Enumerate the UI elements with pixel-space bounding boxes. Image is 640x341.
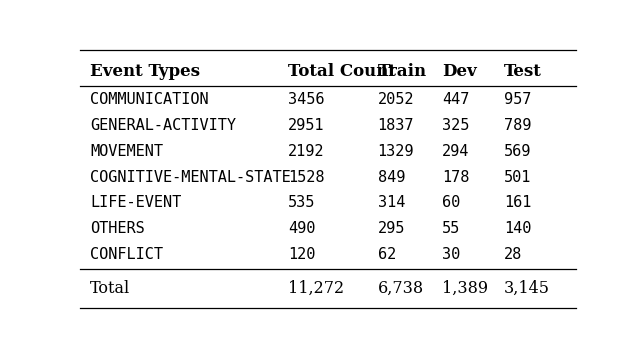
Text: 1528: 1528 bbox=[288, 170, 325, 185]
Text: 1,389: 1,389 bbox=[442, 280, 488, 297]
Text: 1329: 1329 bbox=[378, 144, 414, 159]
Text: 957: 957 bbox=[504, 92, 531, 107]
Text: 28: 28 bbox=[504, 247, 522, 262]
Text: 1837: 1837 bbox=[378, 118, 414, 133]
Text: 447: 447 bbox=[442, 92, 470, 107]
Text: Total Count: Total Count bbox=[288, 63, 396, 79]
Text: 55: 55 bbox=[442, 221, 460, 236]
Text: COGNITIVE-MENTAL-STATE: COGNITIVE-MENTAL-STATE bbox=[90, 170, 291, 185]
Text: 11,272: 11,272 bbox=[288, 280, 344, 297]
Text: 294: 294 bbox=[442, 144, 470, 159]
Text: 295: 295 bbox=[378, 221, 405, 236]
Text: 501: 501 bbox=[504, 170, 531, 185]
Text: Event Types: Event Types bbox=[90, 63, 200, 79]
Text: Test: Test bbox=[504, 63, 542, 79]
Text: CONFLICT: CONFLICT bbox=[90, 247, 163, 262]
Text: MOVEMENT: MOVEMENT bbox=[90, 144, 163, 159]
Text: 789: 789 bbox=[504, 118, 531, 133]
Text: OTHERS: OTHERS bbox=[90, 221, 145, 236]
Text: 3,145: 3,145 bbox=[504, 280, 550, 297]
Text: 325: 325 bbox=[442, 118, 470, 133]
Text: 140: 140 bbox=[504, 221, 531, 236]
Text: 178: 178 bbox=[442, 170, 470, 185]
Text: 569: 569 bbox=[504, 144, 531, 159]
Text: 120: 120 bbox=[288, 247, 316, 262]
Text: Dev: Dev bbox=[442, 63, 477, 79]
Text: 62: 62 bbox=[378, 247, 396, 262]
Text: Total: Total bbox=[90, 280, 130, 297]
Text: 2052: 2052 bbox=[378, 92, 414, 107]
Text: 161: 161 bbox=[504, 195, 531, 210]
Text: 314: 314 bbox=[378, 195, 405, 210]
Text: 2951: 2951 bbox=[288, 118, 325, 133]
Text: Train: Train bbox=[378, 63, 427, 79]
Text: 490: 490 bbox=[288, 221, 316, 236]
Text: 849: 849 bbox=[378, 170, 405, 185]
Text: 30: 30 bbox=[442, 247, 460, 262]
Text: LIFE-EVENT: LIFE-EVENT bbox=[90, 195, 181, 210]
Text: COMMUNICATION: COMMUNICATION bbox=[90, 92, 209, 107]
Text: 535: 535 bbox=[288, 195, 316, 210]
Text: 60: 60 bbox=[442, 195, 460, 210]
Text: GENERAL-ACTIVITY: GENERAL-ACTIVITY bbox=[90, 118, 236, 133]
Text: 6,738: 6,738 bbox=[378, 280, 424, 297]
Text: 3456: 3456 bbox=[288, 92, 325, 107]
Text: 2192: 2192 bbox=[288, 144, 325, 159]
